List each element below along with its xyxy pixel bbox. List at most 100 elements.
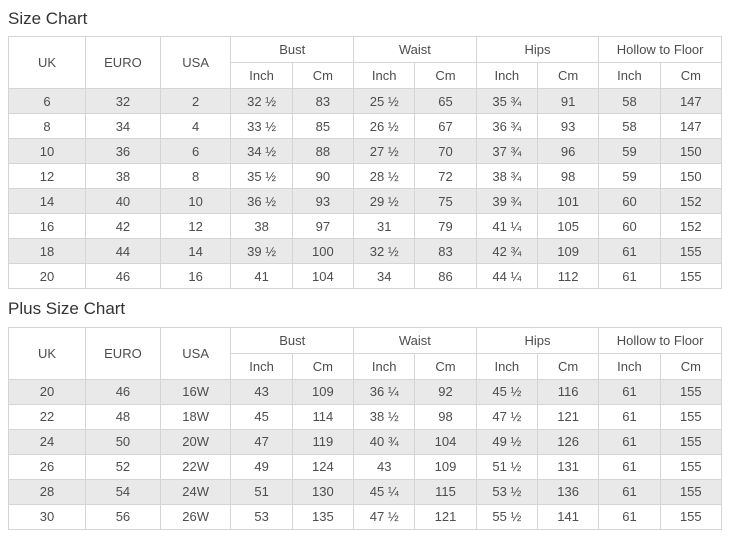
- unit-header-cm: Cm: [414, 352, 477, 380]
- data-cell: 40 ¾: [353, 428, 416, 455]
- data-cell: 109: [291, 378, 355, 405]
- data-cell: 24: [8, 428, 86, 455]
- data-cell: 92: [414, 378, 477, 405]
- unit-header-cm: Cm: [414, 62, 477, 90]
- data-cell: 126: [536, 428, 600, 455]
- data-cell: 155: [659, 403, 723, 430]
- data-cell: 32: [85, 88, 161, 115]
- data-cell: 45 ¼: [353, 478, 416, 505]
- data-cell: 155: [659, 428, 723, 455]
- header-row-units: Inch Cm Inch Cm Inch Cm Inch Cm: [9, 62, 723, 90]
- data-cell: 12: [159, 213, 232, 240]
- unit-header-cm: Cm: [291, 62, 355, 90]
- data-cell: 116: [536, 378, 600, 405]
- data-cell: 36 ¾: [475, 113, 539, 140]
- data-cell: 39 ¾: [475, 188, 539, 215]
- column-header-euro: EURO: [85, 36, 161, 90]
- unit-header-inch: Inch: [353, 352, 416, 380]
- data-cell: 38: [230, 213, 293, 240]
- data-cell: 45 ½: [475, 378, 539, 405]
- data-cell: 49 ½: [475, 428, 539, 455]
- data-cell: 61: [598, 238, 661, 265]
- data-cell: 141: [536, 503, 600, 530]
- data-cell: 29 ½: [353, 188, 416, 215]
- data-cell: 93: [291, 188, 355, 215]
- data-cell: 61: [598, 428, 661, 455]
- column-group-header-bust: Bust: [230, 326, 355, 354]
- table-row: 20 46 16W 43 109 36 ¼ 92 45 ½ 116 61 155: [8, 378, 723, 405]
- data-cell: 46: [85, 378, 161, 405]
- data-cell: 43: [353, 453, 416, 480]
- plus-size-chart-table: UK EURO USA Bust Waist Hips Hollow to Floor Inc…: [8, 326, 723, 530]
- data-cell: 43: [230, 378, 293, 405]
- data-cell: 14: [8, 188, 86, 215]
- data-cell: 86: [414, 263, 477, 290]
- data-cell: 155: [659, 478, 723, 505]
- data-cell: 16: [159, 263, 232, 290]
- data-cell: 61: [598, 453, 661, 480]
- data-cell: 44 ¼: [475, 263, 539, 290]
- data-cell: 24W: [159, 478, 232, 505]
- data-cell: 109: [414, 453, 477, 480]
- data-cell: 97: [291, 213, 355, 240]
- data-cell: 121: [414, 503, 477, 530]
- size-chart-title: Size Chart: [8, 9, 88, 28]
- header-row-groups: UK EURO USA Bust Waist Hips Hollow to Floor: [8, 326, 722, 380]
- data-cell: 58: [598, 88, 661, 115]
- data-cell: 54: [85, 478, 161, 505]
- data-cell: 65: [414, 88, 477, 115]
- data-cell: 42 ¾: [475, 238, 539, 265]
- data-cell: 60: [598, 188, 661, 215]
- size-chart-table: UK EURO USA Bust Waist Hips Hollow to Floor Inc…: [8, 36, 723, 290]
- data-cell: 131: [536, 453, 600, 480]
- data-cell: 20: [8, 378, 86, 405]
- data-cell: 28 ½: [353, 163, 416, 190]
- data-cell: 98: [536, 163, 600, 190]
- data-cell: 45: [230, 403, 293, 430]
- data-cell: 8: [159, 163, 232, 190]
- data-cell: 104: [414, 428, 477, 455]
- data-cell: 155: [659, 378, 723, 405]
- unit-header-inch: Inch: [230, 62, 293, 90]
- data-cell: 38 ¾: [475, 163, 539, 190]
- data-cell: 40: [85, 188, 161, 215]
- data-cell: 38: [85, 163, 161, 190]
- data-cell: 41 ¼: [475, 213, 539, 240]
- size-chart-section: Size Chart UK EURO USA Bust Waist Hips Hollow …: [8, 8, 723, 290]
- data-cell: 85: [291, 113, 355, 140]
- column-header-uk: UK: [8, 36, 86, 90]
- unit-header-cm: Cm: [536, 62, 600, 90]
- data-cell: 46: [85, 263, 161, 290]
- column-header-uk: UK: [8, 326, 86, 380]
- unit-header-cm: Cm: [536, 352, 600, 380]
- table-row: 12 38 8 35 ½ 90 28 ½ 72 38 ¾ 98 59 150: [8, 163, 723, 190]
- data-cell: 16W: [159, 378, 232, 405]
- data-cell: 67: [414, 113, 477, 140]
- data-cell: 53 ½: [475, 478, 539, 505]
- data-cell: 155: [659, 503, 723, 530]
- data-cell: 6: [159, 138, 232, 165]
- data-cell: 47 ½: [353, 503, 416, 530]
- data-cell: 27 ½: [353, 138, 416, 165]
- data-cell: 20W: [159, 428, 232, 455]
- data-cell: 16: [8, 213, 86, 240]
- data-cell: 93: [536, 113, 600, 140]
- table-row: 20 46 16 41 104 34 86 44 ¼ 112 61 155: [8, 263, 723, 290]
- data-cell: 42: [85, 213, 161, 240]
- data-cell: 119: [291, 428, 355, 455]
- data-cell: 47 ½: [475, 403, 539, 430]
- table-row: 30 56 26W 53 135 47 ½ 121 55 ½ 141 61 155: [8, 503, 723, 530]
- unit-header-inch: Inch: [598, 352, 661, 380]
- data-cell: 35 ½: [230, 163, 293, 190]
- unit-header-inch: Inch: [353, 62, 416, 90]
- data-cell: 155: [659, 453, 723, 480]
- column-group-header-hollow-to-floor: Hollow to Floor: [598, 36, 722, 64]
- data-cell: 150: [659, 138, 723, 165]
- data-cell: 98: [414, 403, 477, 430]
- table-row: 6 32 2 32 ½ 83 25 ½ 65 35 ¾ 91 58 147: [8, 88, 723, 115]
- data-cell: 155: [659, 263, 723, 290]
- data-cell: 36 ¼: [353, 378, 416, 405]
- data-cell: 155: [659, 238, 723, 265]
- data-cell: 152: [659, 213, 723, 240]
